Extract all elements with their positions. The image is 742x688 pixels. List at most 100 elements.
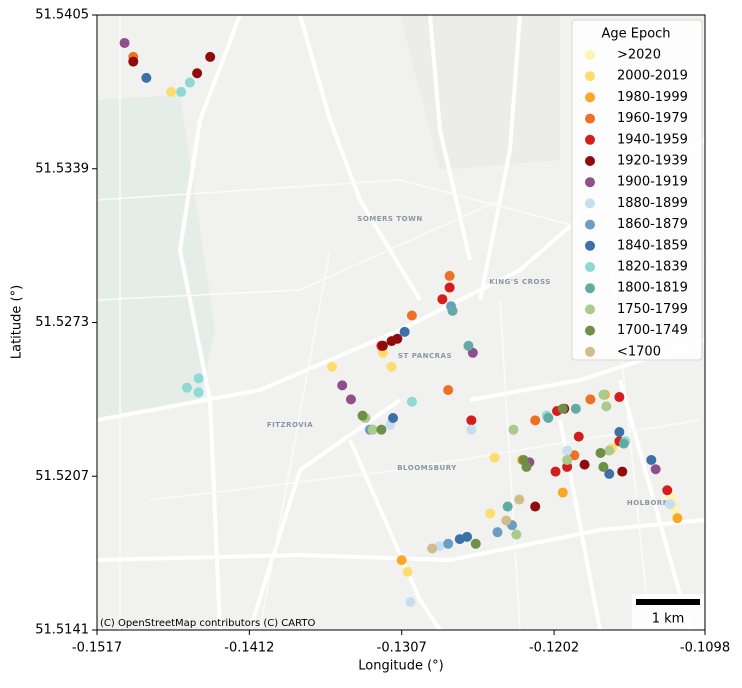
point: [530, 415, 541, 426]
point: [598, 461, 609, 472]
point: [184, 77, 195, 88]
point: [463, 340, 474, 351]
y-tick-label: 51.5207: [35, 469, 89, 484]
y-tick-label: 51.5141: [35, 623, 89, 638]
legend-marker: [585, 198, 595, 209]
point: [646, 454, 657, 465]
legend-label: 1820-1839: [617, 260, 688, 275]
point: [614, 426, 625, 437]
legend-label: >2020: [617, 48, 661, 63]
legend-marker: [585, 325, 595, 336]
point: [345, 394, 356, 405]
point: [396, 555, 407, 566]
x-tick-label: -0.1517: [72, 641, 122, 656]
point: [665, 499, 676, 510]
point: [388, 413, 399, 424]
point: [485, 508, 496, 519]
point: [492, 527, 503, 538]
point: [181, 382, 192, 393]
map-label: SOMERS TOWN: [357, 215, 422, 223]
legend-label: 1750-1799: [617, 302, 688, 317]
point: [447, 305, 458, 316]
legend-label: 1940-1959: [617, 132, 688, 147]
point: [530, 501, 541, 512]
point: [402, 566, 413, 577]
point: [557, 403, 568, 414]
legend-label: 1840-1859: [617, 238, 688, 253]
map-label: KING'S CROSS: [489, 278, 551, 286]
legend-marker: [585, 113, 595, 124]
legend-label: 1960-1979: [617, 111, 688, 126]
x-tick-label: -0.1202: [529, 641, 579, 656]
point: [617, 466, 628, 477]
legend-marker: [585, 177, 595, 188]
point: [557, 487, 568, 498]
point: [662, 485, 673, 496]
legend-label: 1920-1939: [617, 154, 688, 169]
legend-marker: [585, 262, 595, 272]
point: [337, 380, 348, 391]
point: [444, 270, 455, 281]
legend-label: 1980-1999: [617, 90, 688, 105]
point: [376, 424, 387, 435]
point: [543, 413, 554, 424]
point: [193, 373, 204, 384]
point: [672, 513, 683, 524]
point: [406, 310, 417, 321]
legend-marker: [585, 134, 595, 145]
point: [569, 450, 580, 461]
legend-marker: [585, 219, 595, 230]
point: [462, 531, 473, 542]
point: [604, 468, 615, 479]
scale-label: 1 km: [652, 612, 685, 627]
point: [192, 68, 203, 79]
point: [386, 361, 397, 372]
point: [601, 401, 612, 412]
point: [466, 415, 477, 426]
point: [618, 438, 629, 449]
point: [550, 466, 561, 477]
point: [508, 424, 519, 435]
plot: [119, 37, 683, 608]
point: [357, 410, 368, 421]
point: [595, 447, 606, 458]
point: [377, 340, 388, 351]
legend-marker: [585, 71, 595, 82]
point: [119, 37, 130, 48]
point: [427, 543, 438, 554]
point: [466, 424, 477, 435]
point: [405, 597, 416, 608]
point: [406, 396, 417, 407]
legend-marker: [585, 50, 595, 60]
legend-box: [571, 19, 703, 361]
y-axis-label: Latitude (°): [10, 285, 25, 359]
point: [573, 431, 584, 442]
point: [650, 464, 661, 475]
point: [141, 72, 152, 83]
legend-label: 1880-1899: [617, 196, 688, 211]
point: [562, 461, 573, 472]
y-tick-label: 51.5339: [35, 161, 89, 176]
legend-marker: [585, 92, 595, 103]
point: [614, 392, 625, 403]
point: [327, 361, 338, 372]
map-label: BLOOMSBURY: [397, 464, 457, 472]
point: [562, 454, 573, 465]
legend-label: 1860-1879: [617, 217, 688, 232]
legend-marker: [585, 304, 595, 315]
point: [193, 387, 204, 398]
map-label: ST PANCRAS: [398, 352, 452, 360]
legend-label: <1700: [617, 344, 661, 359]
point: [511, 529, 522, 540]
x-tick-label: -0.1412: [224, 641, 274, 656]
point: [470, 538, 481, 549]
point: [604, 445, 615, 456]
x-tick-label: -0.1307: [377, 641, 427, 656]
legend-marker: [585, 156, 595, 166]
point: [443, 385, 454, 396]
point: [598, 389, 609, 400]
point: [392, 333, 403, 344]
point: [502, 501, 513, 512]
y-tick-label: 51.5405: [35, 8, 89, 23]
